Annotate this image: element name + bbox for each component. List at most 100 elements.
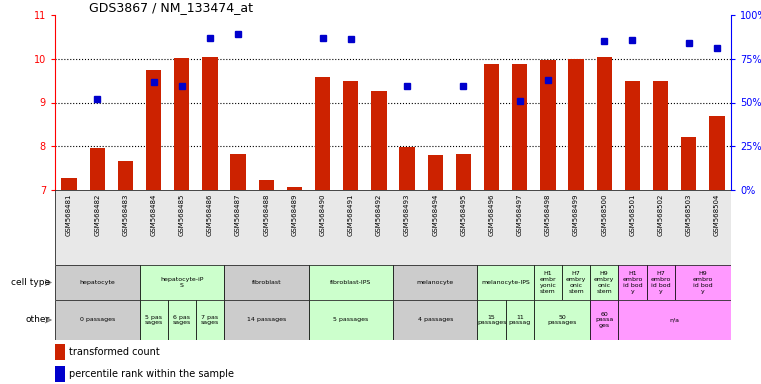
- Bar: [484, 65, 499, 190]
- Text: 4 passages: 4 passages: [418, 318, 453, 323]
- Bar: [709, 116, 724, 190]
- Bar: [315, 77, 330, 190]
- Bar: [619, 300, 731, 340]
- Text: other: other: [26, 316, 50, 324]
- Text: H9
embro
id bod
y: H9 embro id bod y: [693, 271, 713, 294]
- Bar: [540, 60, 556, 190]
- Bar: [533, 300, 591, 340]
- Text: 14 passages: 14 passages: [247, 318, 286, 323]
- Text: 0 passages: 0 passages: [80, 318, 115, 323]
- Bar: [681, 137, 696, 190]
- Bar: [393, 265, 477, 300]
- Text: 5 passages: 5 passages: [333, 318, 368, 323]
- Bar: [308, 300, 393, 340]
- Text: GSM568488: GSM568488: [263, 194, 269, 236]
- Bar: [174, 58, 189, 190]
- Text: H9
embry
onic
stem: H9 embry onic stem: [594, 271, 614, 294]
- Bar: [287, 187, 302, 190]
- Text: fibroblast: fibroblast: [251, 280, 281, 285]
- Text: GSM568496: GSM568496: [489, 194, 495, 236]
- Text: 50
passages: 50 passages: [547, 314, 577, 325]
- Text: GSM568487: GSM568487: [235, 194, 241, 236]
- Bar: [477, 300, 505, 340]
- Text: GSM568501: GSM568501: [629, 194, 635, 236]
- Text: GSM568485: GSM568485: [179, 194, 185, 236]
- Text: 60
passa
ges: 60 passa ges: [595, 312, 613, 328]
- Bar: [90, 148, 105, 190]
- Bar: [343, 81, 358, 190]
- Text: melanocyte-IPS: melanocyte-IPS: [481, 280, 530, 285]
- Text: hepatocyte-iP
S: hepatocyte-iP S: [160, 277, 203, 288]
- Text: 6 pas
sages: 6 pas sages: [173, 314, 191, 325]
- Text: H7
embro
id bod
y: H7 embro id bod y: [651, 271, 670, 294]
- Text: GSM568503: GSM568503: [686, 194, 692, 236]
- Text: H7
embry
onic
stem: H7 embry onic stem: [566, 271, 586, 294]
- Bar: [55, 300, 139, 340]
- Bar: [625, 81, 640, 190]
- Bar: [55, 344, 65, 360]
- Text: transformed count: transformed count: [69, 347, 160, 357]
- Text: GSM568502: GSM568502: [658, 194, 664, 236]
- Bar: [428, 156, 443, 190]
- Text: GSM568494: GSM568494: [432, 194, 438, 236]
- Text: 7 pas
sages: 7 pas sages: [201, 314, 219, 325]
- Text: GSM568504: GSM568504: [714, 194, 720, 236]
- Text: GDS3867 / NM_133474_at: GDS3867 / NM_133474_at: [89, 1, 253, 14]
- Bar: [533, 265, 562, 300]
- Bar: [477, 265, 533, 300]
- Bar: [139, 300, 167, 340]
- Text: 11
passag: 11 passag: [508, 314, 531, 325]
- Text: GSM568486: GSM568486: [207, 194, 213, 236]
- Bar: [562, 265, 591, 300]
- Bar: [568, 59, 584, 190]
- Bar: [55, 265, 139, 300]
- Text: GSM568499: GSM568499: [573, 194, 579, 236]
- Bar: [139, 265, 224, 300]
- Bar: [393, 300, 477, 340]
- Bar: [619, 265, 647, 300]
- Text: GSM568489: GSM568489: [291, 194, 298, 236]
- Text: GSM568497: GSM568497: [517, 194, 523, 236]
- Text: H1
embro
id bod
y: H1 embro id bod y: [622, 271, 642, 294]
- Text: 5 pas
sages: 5 pas sages: [145, 314, 163, 325]
- Bar: [202, 58, 218, 190]
- Bar: [647, 265, 675, 300]
- Text: GSM568483: GSM568483: [123, 194, 129, 236]
- Text: GSM568498: GSM568498: [545, 194, 551, 236]
- Text: 15
passages: 15 passages: [477, 314, 506, 325]
- Bar: [118, 161, 133, 190]
- Text: n/a: n/a: [670, 318, 680, 323]
- Bar: [675, 265, 731, 300]
- Bar: [62, 178, 77, 190]
- Bar: [146, 70, 161, 190]
- Text: GSM568495: GSM568495: [460, 194, 466, 236]
- Text: GSM568481: GSM568481: [66, 194, 72, 236]
- Bar: [400, 147, 415, 190]
- Bar: [591, 300, 619, 340]
- Bar: [653, 81, 668, 190]
- Text: GSM568491: GSM568491: [348, 194, 354, 236]
- Text: GSM568500: GSM568500: [601, 194, 607, 236]
- Text: percentile rank within the sample: percentile rank within the sample: [69, 369, 234, 379]
- Bar: [456, 154, 471, 190]
- Bar: [308, 265, 393, 300]
- Bar: [371, 91, 387, 190]
- Text: GSM568492: GSM568492: [376, 194, 382, 236]
- Bar: [55, 366, 65, 382]
- Text: hepatocyte: hepatocyte: [79, 280, 115, 285]
- Text: H1
embr
yonic
stem: H1 embr yonic stem: [540, 271, 556, 294]
- Text: GSM568484: GSM568484: [151, 194, 157, 236]
- Text: melanocyte: melanocyte: [417, 280, 454, 285]
- Bar: [259, 180, 274, 190]
- Text: GSM568493: GSM568493: [404, 194, 410, 236]
- Bar: [167, 300, 196, 340]
- Bar: [224, 265, 308, 300]
- Bar: [505, 300, 533, 340]
- Bar: [231, 154, 246, 190]
- Bar: [591, 265, 619, 300]
- Text: GSM568490: GSM568490: [320, 194, 326, 236]
- Text: fibroblast-IPS: fibroblast-IPS: [330, 280, 371, 285]
- Bar: [196, 300, 224, 340]
- Bar: [512, 65, 527, 190]
- Text: GSM568482: GSM568482: [94, 194, 100, 236]
